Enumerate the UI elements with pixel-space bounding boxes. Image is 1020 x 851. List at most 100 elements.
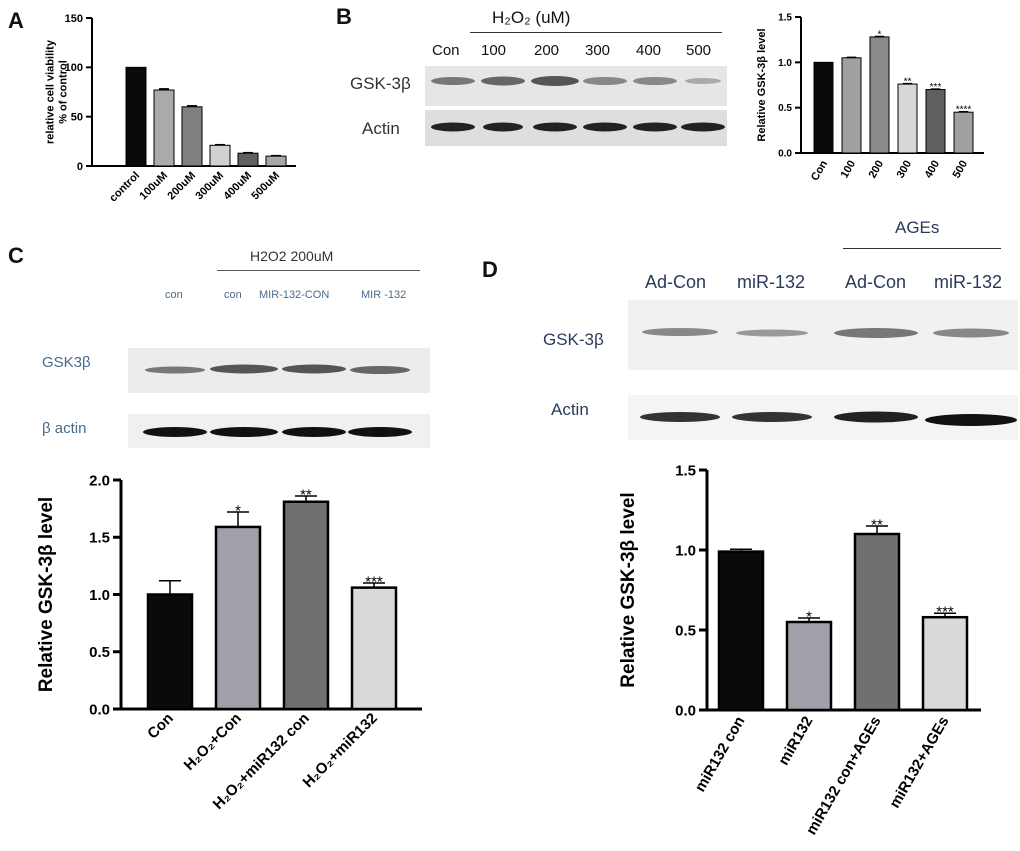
significance-label: * xyxy=(806,609,812,626)
y-tick-label: 0.5 xyxy=(675,622,696,639)
category-label: 200 xyxy=(867,159,887,181)
category-label: 400uM xyxy=(221,170,254,203)
significance-label: *** xyxy=(930,82,942,93)
blot-c-row-label: β actin xyxy=(42,420,87,437)
band xyxy=(431,77,475,85)
bar xyxy=(921,615,969,712)
blot-b-row-label: Actin xyxy=(362,119,400,138)
category-label: 300 xyxy=(895,159,915,181)
chart-b-group: 0.0 0.5 1.0 1.5 Relative GSK-3β level Con 100 *… xyxy=(756,13,984,183)
category-label: 500uM xyxy=(249,170,282,203)
blot-b-bands xyxy=(431,76,725,132)
blot-c-lane: con xyxy=(224,289,242,301)
category-label: 100 xyxy=(839,159,859,181)
blot-b-lane: 300 xyxy=(585,42,611,59)
bar xyxy=(350,586,398,711)
blot-b-lane: 100 xyxy=(481,42,507,59)
y-tick-label: 0.0 xyxy=(675,702,696,719)
blot-c-row-label: GSK3β xyxy=(42,354,91,371)
y-tick-label: 0 xyxy=(77,161,83,173)
bar xyxy=(181,106,203,167)
significance-label: * xyxy=(878,29,882,40)
significance-label: ** xyxy=(300,487,312,504)
blot-d-row-label: Actin xyxy=(551,400,589,419)
y-axis-label: Relative GSK-3β level xyxy=(618,492,639,687)
y-tick-label: 0.0 xyxy=(89,701,110,718)
panel-label-d: D xyxy=(482,257,498,282)
bar xyxy=(813,61,834,154)
bar xyxy=(717,550,765,712)
band xyxy=(834,411,918,423)
band xyxy=(483,122,523,132)
band xyxy=(145,366,205,374)
bar xyxy=(265,155,287,167)
blot-c-lane: MIR -132 xyxy=(361,289,407,301)
category-label: 500 xyxy=(951,159,971,181)
band xyxy=(583,122,627,132)
bar xyxy=(953,111,974,154)
band xyxy=(350,366,410,374)
bar xyxy=(853,532,901,712)
band xyxy=(933,328,1009,338)
band xyxy=(143,427,207,437)
significance-label: *** xyxy=(936,604,954,621)
blot-d-lane: miR-132 xyxy=(737,272,806,292)
y-tick-label: 1.0 xyxy=(89,587,110,604)
bar xyxy=(209,144,231,167)
category-label: miR132 xyxy=(775,714,816,769)
band xyxy=(633,122,677,132)
band xyxy=(640,412,720,422)
category-label: 200uM xyxy=(165,170,198,203)
significance-label: * xyxy=(235,503,241,520)
bar xyxy=(785,620,833,712)
band xyxy=(583,77,627,85)
band xyxy=(925,414,1017,426)
blot-d-row-label: GSK-3β xyxy=(543,330,604,349)
band xyxy=(834,328,918,338)
blot-c-lane: MIR-132-CON xyxy=(259,289,330,301)
y-tick-label: 0.0 xyxy=(778,149,792,160)
y-axis-label: Relative GSK-3β level xyxy=(36,497,57,692)
blot-b-header: H₂O₂ (uM) xyxy=(492,8,571,27)
band xyxy=(732,412,812,422)
band xyxy=(210,427,278,437)
category-label: control xyxy=(107,170,142,205)
y-tick-label: 1.0 xyxy=(778,58,792,69)
band xyxy=(431,122,475,132)
bar xyxy=(282,500,330,711)
y-tick-label: 150 xyxy=(65,13,83,25)
y-tick-label: 1.5 xyxy=(89,530,110,547)
panel-label-a: A xyxy=(8,8,24,33)
bar xyxy=(869,36,890,154)
blot-b-lane: 200 xyxy=(534,42,560,59)
band xyxy=(348,427,412,437)
bar xyxy=(125,66,147,167)
bar xyxy=(841,57,862,154)
chart-d-group: 0.0 0.5 1.0 1.5 Relative GSK-3β level miR132 … xyxy=(618,462,981,838)
blot-b-lane: 400 xyxy=(636,42,662,59)
blot-c-lane: con xyxy=(165,289,183,301)
band xyxy=(642,328,718,336)
blot-b-row-label: GSK-3β xyxy=(350,74,411,93)
bar xyxy=(237,152,259,167)
blot-c-bands xyxy=(143,364,412,437)
band xyxy=(282,364,346,374)
y-tick-label: 100 xyxy=(65,62,83,74)
blot-d-header: AGEs xyxy=(895,218,940,237)
chart-c-group: 0.0 0.5 1.0 1.5 2.0 Relative GSK-3β level Con *… xyxy=(36,472,422,813)
y-tick-label: 0.5 xyxy=(89,644,110,661)
bar xyxy=(925,89,946,154)
band xyxy=(533,122,577,132)
category-label: Con xyxy=(809,158,830,183)
band xyxy=(685,78,721,84)
blot-b-lane: 500 xyxy=(686,42,712,59)
band xyxy=(481,76,525,86)
band xyxy=(633,77,677,85)
bar xyxy=(897,83,918,154)
y-axis-label: relative cell viability xyxy=(45,39,57,144)
significance-label: ** xyxy=(871,517,883,534)
blot-b-header-line xyxy=(470,32,722,33)
blot-d-lane: Ad-Con xyxy=(645,272,707,292)
y-tick-label: 0.5 xyxy=(778,103,792,114)
